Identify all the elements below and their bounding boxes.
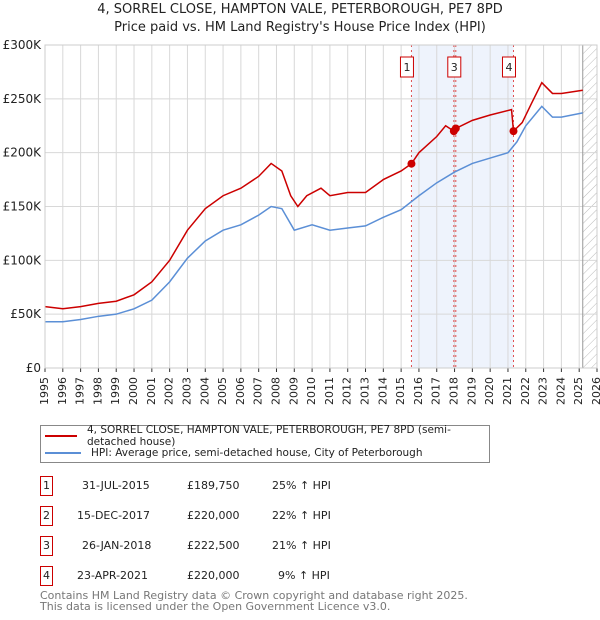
sale-marker-badge: 1: [40, 476, 53, 496]
sale-price: £189,750: [187, 479, 240, 492]
y-tick-label: £200K: [3, 146, 43, 160]
x-tick-label: 2025: [572, 377, 585, 405]
x-tick-label: 2016: [412, 377, 425, 405]
x-tick-label: 2015: [394, 377, 407, 405]
x-tick-label: 2008: [269, 377, 282, 405]
x-tick-label: 2019: [465, 377, 478, 405]
series-line: [44, 81, 583, 310]
sale-date: 26-JAN-2018: [82, 539, 152, 552]
x-tick-label: 2014: [376, 377, 389, 405]
x-tick-label: 2022: [519, 377, 532, 405]
sale-label-box: [447, 56, 462, 78]
sale-marker-badge: 3: [40, 536, 53, 556]
y-tick-label: £300K: [3, 38, 43, 52]
x-tick-label: 2009: [287, 377, 300, 405]
sale-date: 23-APR-2021: [77, 569, 149, 582]
sale-point: [451, 124, 460, 133]
x-tick-label: 2017: [430, 377, 443, 405]
y-tick-label: £0: [26, 361, 41, 375]
sale-hpi-change: 21% ↑ HPI: [272, 539, 331, 552]
x-tick-label: 2018: [448, 377, 461, 405]
sale-hpi-change: 9% ↑ HPI: [278, 569, 330, 582]
sale-point: [509, 127, 518, 136]
footer-line: This data is licensed under the Open Gov…: [40, 600, 391, 613]
x-tick-label: 2010: [305, 377, 318, 405]
x-tick-label: 2024: [554, 377, 567, 405]
series-line: [45, 105, 583, 323]
x-tick-label: 2006: [234, 377, 247, 405]
sale-date: 15-DEC-2017: [77, 509, 151, 522]
chart-subtitle: Price paid vs. HM Land Registry's House …: [114, 20, 486, 35]
x-tick-label: 1997: [74, 377, 87, 405]
sale-price: £220,000: [187, 509, 240, 522]
legend-swatch: [45, 452, 81, 454]
chart-title: 4, SORREL CLOSE, HAMPTON VALE, PETERBORO…: [97, 2, 503, 17]
y-tick-label: £50K: [10, 307, 42, 321]
x-tick-label: 2011: [323, 377, 336, 405]
sale-label: 3: [451, 61, 458, 74]
footer-line: Contains HM Land Registry data © Crown c…: [40, 589, 468, 602]
y-tick-label: £100K: [3, 253, 43, 267]
legend: 4, SORREL CLOSE, HAMPTON VALE, PETERBORO…: [40, 424, 490, 463]
legend-swatch: [45, 435, 77, 437]
plot-area: 1995 1996 1997 1998 1999 2000 2001 2002 2003 2004…: [3, 38, 600, 405]
y-tick-label: £250K: [3, 92, 43, 106]
sale-marker-badge: 2: [40, 506, 53, 526]
x-tick-label: 1995: [38, 377, 51, 405]
sale-label: 4: [505, 61, 512, 74]
x-tick-label: 2005: [216, 377, 229, 405]
x-tick-label: 2021: [501, 377, 514, 405]
x-tick-label: 1999: [109, 377, 122, 405]
plot-border: [44, 44, 598, 369]
x-tick-label: 2023: [537, 377, 550, 405]
x-tick-label: 2003: [180, 377, 193, 405]
x-tick-label: 2007: [252, 377, 265, 405]
sale-point: [407, 159, 416, 168]
sale-label: 1: [403, 61, 410, 74]
y-tick-label: £150K: [3, 200, 43, 214]
sale-hpi-change: 25% ↑ HPI: [272, 479, 331, 492]
x-tick-label: 2026: [590, 377, 600, 405]
sale-hpi-change: 22% ↑ HPI: [272, 509, 331, 522]
x-tick-label: 2020: [483, 377, 496, 405]
x-tick-label: 2001: [145, 377, 158, 405]
legend-item-property: 4, SORREL CLOSE, HAMPTON VALE, PETERBORO…: [45, 424, 489, 448]
sale-label-box: [501, 56, 516, 78]
sale-price: £220,000: [187, 569, 240, 582]
x-tick-label: 1998: [91, 377, 104, 405]
x-tick-label: 2002: [163, 377, 176, 405]
sale-marker-badge: 4: [40, 566, 53, 586]
x-tick-label: 2000: [127, 377, 140, 405]
footer: Contains HM Land Registry data © Crown c…: [40, 590, 468, 612]
sale-price: £222,500: [187, 539, 240, 552]
legend-label: 4, SORREL CLOSE, HAMPTON VALE, PETERBORO…: [87, 424, 451, 448]
x-tick-label: 1996: [56, 377, 69, 405]
sale-date: 31-JUL-2015: [82, 479, 150, 492]
legend-item-hpi: HPI: Average price, semi-detached house,…: [45, 445, 423, 461]
x-tick-label: 2004: [198, 377, 211, 405]
x-tick-label: 2012: [341, 377, 354, 405]
legend-label: HPI: Average price, semi-detached house,…: [91, 447, 423, 459]
sale-label-box: [399, 56, 414, 78]
x-tick-label: 2013: [359, 377, 372, 405]
